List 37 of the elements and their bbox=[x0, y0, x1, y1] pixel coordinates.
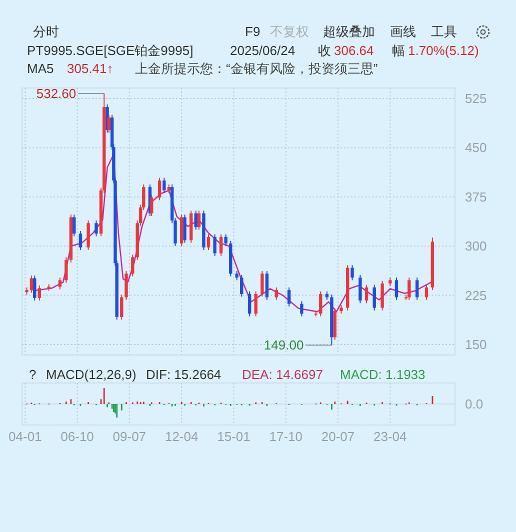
annotation: 532.60 bbox=[36, 86, 76, 102]
y-tick-label: 525 bbox=[465, 90, 487, 106]
text: MA5 bbox=[27, 61, 54, 76]
x-tick-label: 09-07 bbox=[112, 429, 146, 444]
x-tick-label: 12-04 bbox=[164, 429, 198, 444]
text: 超级叠加 bbox=[323, 24, 375, 39]
text: DEA: 14.6697 bbox=[242, 367, 323, 382]
text: DIF: 15.2664 bbox=[146, 367, 222, 382]
text: 工具 bbox=[431, 24, 457, 39]
text: MACD(12,26,9) bbox=[46, 367, 136, 382]
text: 上金所提示您：“金银有风险，投资须三思” bbox=[135, 61, 378, 76]
text: F9 bbox=[245, 24, 260, 39]
annotation: 149.00 bbox=[264, 338, 304, 353]
x-tick-label: 23-04 bbox=[374, 429, 407, 444]
x-tick-label: 06-10 bbox=[60, 429, 94, 444]
text: ? bbox=[29, 367, 36, 382]
y-tick-label: 375 bbox=[465, 189, 487, 204]
y-tick-label: 450 bbox=[465, 140, 487, 156]
text: 306.64 bbox=[334, 43, 374, 58]
text: 画线 bbox=[390, 24, 416, 39]
x-tick-label: 17-10 bbox=[269, 429, 303, 444]
text: 1.70%(5.12) bbox=[408, 43, 479, 58]
y-tick-label: 150 bbox=[465, 337, 487, 352]
y-tick-label: 300 bbox=[465, 238, 487, 254]
y-tick-label: 225 bbox=[465, 288, 487, 303]
text: 幅 bbox=[392, 43, 405, 58]
x-tick-label: 15-01 bbox=[217, 429, 250, 444]
text: 305.41↑ bbox=[67, 61, 114, 76]
x-tick-label: 20-07 bbox=[321, 429, 355, 444]
text: 不复权 bbox=[270, 24, 309, 39]
text: 收 bbox=[318, 43, 331, 58]
ref-line-label: 0.0 bbox=[465, 396, 484, 412]
text: 2025/06/24 bbox=[230, 43, 296, 58]
chart-title: PT9995.SGE[SGE铂金9995] bbox=[27, 43, 194, 58]
text: MACD: 1.1933 bbox=[340, 367, 426, 382]
x-tick-label: 04-01 bbox=[8, 429, 42, 444]
text: 分时 bbox=[33, 24, 59, 39]
